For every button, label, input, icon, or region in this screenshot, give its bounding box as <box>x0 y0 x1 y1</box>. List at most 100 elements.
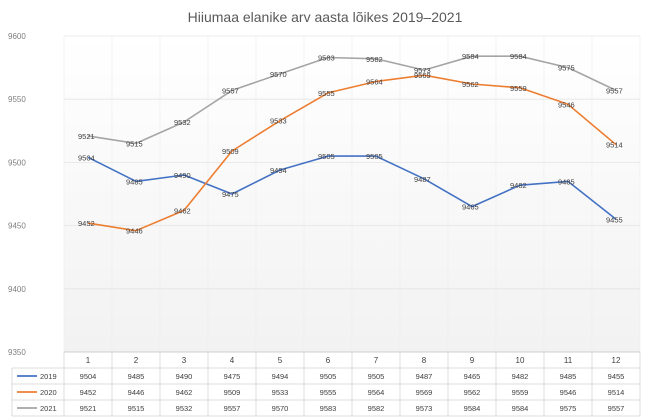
table-cell: 9446 <box>128 388 145 397</box>
legend-label-2021: 2021 <box>40 404 57 413</box>
data-label: 9521 <box>78 132 95 141</box>
table-cell: 9521 <box>80 404 97 413</box>
data-label: 9509 <box>222 147 239 156</box>
x-tick-label: 7 <box>374 356 379 365</box>
table-cell: 9514 <box>608 388 625 397</box>
data-label: 9582 <box>366 55 383 64</box>
table-cell: 9575 <box>560 404 577 413</box>
data-label: 9583 <box>318 53 335 62</box>
data-label: 9564 <box>366 78 383 87</box>
data-label: 9494 <box>270 166 287 175</box>
table-cell: 9485 <box>560 372 577 381</box>
data-label: 9514 <box>606 141 623 150</box>
data-label: 9462 <box>174 206 191 215</box>
table-cell: 9505 <box>320 372 337 381</box>
y-tick-label: 9500 <box>8 158 26 167</box>
table-cell: 9452 <box>80 388 97 397</box>
x-tick-label: 2 <box>134 356 139 365</box>
table-cell: 9504 <box>80 372 97 381</box>
x-tick-label: 6 <box>326 356 331 365</box>
x-tick-label: 9 <box>470 356 475 365</box>
x-tick-label: 8 <box>422 356 427 365</box>
data-label: 9485 <box>558 177 575 186</box>
table-cell: 9485 <box>128 372 145 381</box>
data-label: 9487 <box>414 175 431 184</box>
table-cell: 9583 <box>320 404 337 413</box>
y-tick-label: 9450 <box>8 222 26 231</box>
table-cell: 9573 <box>416 404 433 413</box>
table-cell: 9582 <box>368 404 385 413</box>
y-axis-ticks: 9350 9400 9450 9500 9550 9600 <box>8 32 26 357</box>
table-cell: 9557 <box>608 404 625 413</box>
x-tick-label: 4 <box>230 356 235 365</box>
table-cell: 9505 <box>368 372 385 381</box>
table-cell: 9465 <box>464 372 481 381</box>
data-label: 9575 <box>558 64 575 73</box>
x-tick-label: 12 <box>612 356 621 365</box>
table-cell: 9509 <box>224 388 241 397</box>
chart-title: Hiiumaa elanike arv aasta lõikes 2019–20… <box>188 9 463 25</box>
data-label: 9546 <box>558 100 575 109</box>
table-cell: 9569 <box>416 388 433 397</box>
table-cell: 9559 <box>512 388 529 397</box>
table-cell: 9564 <box>368 388 385 397</box>
data-label: 9505 <box>366 152 383 161</box>
data-label: 9465 <box>462 203 479 212</box>
gridlines <box>63 35 641 352</box>
y-tick-label: 9600 <box>8 32 26 41</box>
table-cell: 9475 <box>224 372 241 381</box>
data-label: 9557 <box>222 86 239 95</box>
data-label: 9555 <box>318 89 335 98</box>
table-cell: 9494 <box>272 372 289 381</box>
y-tick-label: 9550 <box>8 95 26 104</box>
data-label: 9584 <box>510 52 527 61</box>
data-label: 9573 <box>414 66 431 75</box>
data-label: 9557 <box>606 86 623 95</box>
data-label: 9570 <box>270 70 287 79</box>
series-line-2021 <box>87 55 617 145</box>
table-cell: 9557 <box>224 404 241 413</box>
series-lines <box>87 55 617 232</box>
legend-label-2019: 2019 <box>40 372 57 381</box>
data-label: 9515 <box>126 139 143 148</box>
x-tick-label: 5 <box>278 356 283 365</box>
table-cell: 9584 <box>464 404 481 413</box>
data-label: 9446 <box>126 227 143 236</box>
data-label: 9532 <box>174 118 191 127</box>
legend-label-2020: 2020 <box>40 388 57 397</box>
series-line-2020 <box>87 74 617 232</box>
data-label: 9455 <box>606 215 623 224</box>
y-tick-label: 9350 <box>8 348 26 357</box>
table-cell: 9462 <box>176 388 193 397</box>
x-tick-label: 11 <box>564 356 573 365</box>
x-tick-label: 3 <box>182 356 187 365</box>
data-labels: 9504 9485 9490 9475 9494 9505 9505 9487 9465 9482… <box>78 52 623 235</box>
table-cell: 9455 <box>608 372 625 381</box>
table-cell: 9487 <box>416 372 433 381</box>
x-tick-label: 10 <box>516 356 525 365</box>
data-label: 9490 <box>174 171 191 180</box>
table-cell: 9490 <box>176 372 193 381</box>
data-label: 9584 <box>462 52 479 61</box>
data-label: 9485 <box>126 177 143 186</box>
data-label: 9559 <box>510 84 527 93</box>
data-label: 9505 <box>318 152 335 161</box>
data-label: 9475 <box>222 190 239 199</box>
table-cell: 9584 <box>512 404 529 413</box>
table-cell: 9482 <box>512 372 529 381</box>
table-cell: 9570 <box>272 404 289 413</box>
table-cell: 9533 <box>272 388 289 397</box>
series-line-2019 <box>87 155 617 220</box>
table-cell: 9515 <box>128 404 145 413</box>
table-cell: 9562 <box>464 388 481 397</box>
data-label: 9482 <box>510 181 527 190</box>
data-label: 9504 <box>78 153 95 162</box>
x-tick-label: 1 <box>86 356 91 365</box>
data-label: 9452 <box>78 219 95 228</box>
y-tick-label: 9400 <box>8 285 26 294</box>
table-cell: 9532 <box>176 404 193 413</box>
data-label: 9533 <box>270 117 287 126</box>
data-label: 9562 <box>462 80 479 89</box>
